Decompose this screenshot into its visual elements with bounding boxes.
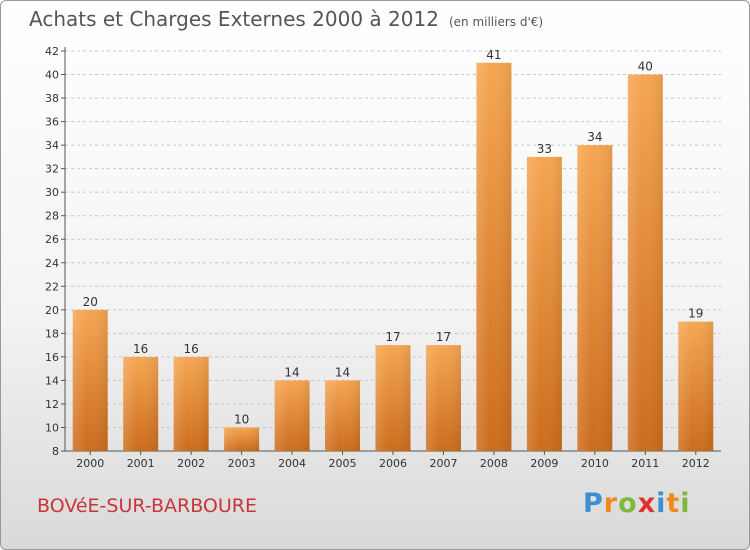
data-label: 14 — [335, 365, 350, 379]
commune-name: BOVéE-SUR-BARBOURE — [37, 495, 257, 517]
y-tick-label: 14 — [45, 374, 59, 387]
x-tick-label: 2012 — [682, 457, 710, 470]
chart-title: Achats et Charges Externes 2000 à 2012 (e… — [29, 7, 543, 31]
bar-2001[interactable] — [123, 356, 159, 451]
x-tick-label: 2005 — [329, 457, 357, 470]
y-tick-label: 10 — [45, 421, 59, 434]
y-tick-label: 32 — [45, 163, 59, 176]
x-tick-label: 2009 — [530, 457, 558, 470]
logo-letter: o — [618, 488, 638, 519]
bar-2009[interactable] — [526, 156, 562, 451]
y-tick-label: 30 — [45, 186, 59, 199]
y-tick-label: 40 — [45, 69, 59, 82]
bar-2006[interactable] — [375, 345, 411, 451]
data-label: 16 — [184, 342, 199, 356]
logo-letter: P — [583, 488, 604, 519]
y-tick-label: 24 — [45, 257, 59, 270]
logo-letter: r — [603, 488, 619, 519]
bar-2011[interactable] — [627, 74, 663, 451]
x-tick-label: 2011 — [631, 457, 659, 470]
y-tick-label: 34 — [45, 139, 59, 152]
x-tick-label: 2000 — [76, 457, 104, 470]
x-tick-label: 2010 — [581, 457, 609, 470]
x-tick-label: 2004 — [278, 457, 306, 470]
data-label: 10 — [234, 412, 249, 426]
x-tick-label: 2007 — [429, 457, 457, 470]
y-tick-label: 16 — [45, 351, 59, 364]
y-tick-label: 36 — [45, 116, 59, 129]
bar-2000[interactable] — [72, 309, 108, 451]
data-label: 17 — [385, 330, 400, 344]
y-tick-label: 38 — [45, 92, 59, 105]
y-tick-label: 42 — [45, 45, 59, 58]
logo-letter: i — [656, 488, 667, 519]
x-tick-label: 2002 — [177, 457, 205, 470]
bar-2008[interactable] — [476, 62, 512, 451]
bar-2002[interactable] — [173, 356, 209, 451]
bar-2007[interactable] — [425, 345, 461, 451]
data-label: 41 — [486, 48, 501, 62]
x-tick-label: 2006 — [379, 457, 407, 470]
data-label: 14 — [284, 365, 299, 379]
logo-letter: t — [666, 488, 681, 519]
data-label: 20 — [83, 295, 98, 309]
y-tick-label: 22 — [45, 280, 59, 293]
data-label: 34 — [587, 130, 602, 144]
data-label: 16 — [133, 342, 148, 356]
x-tick-label: 2003 — [228, 457, 256, 470]
bar-2012[interactable] — [678, 321, 714, 451]
data-label: 40 — [638, 60, 653, 74]
logo-letter: x — [637, 488, 657, 519]
y-tick-label: 8 — [52, 445, 59, 458]
data-labels: 20 16 16 10 14 14 17 17 41 33 34 40 19 — [83, 48, 704, 427]
bar-2003[interactable] — [224, 427, 260, 451]
data-label: 19 — [688, 307, 703, 321]
x-tick-label: 2001 — [127, 457, 155, 470]
y-tick-label: 26 — [45, 233, 59, 246]
data-label: 17 — [436, 330, 451, 344]
bar-2010[interactable] — [577, 145, 613, 451]
bar-2005[interactable] — [325, 380, 361, 451]
y-tick-label: 12 — [45, 398, 59, 411]
y-tick-label: 18 — [45, 327, 59, 340]
bar-2004[interactable] — [274, 380, 310, 451]
proxiti-logo[interactable]: Proxiti — [583, 488, 691, 519]
y-tick-label: 20 — [45, 304, 59, 317]
x-tick-label: 2008 — [480, 457, 508, 470]
y-tick-label: 28 — [45, 210, 59, 223]
logo-letter: i — [680, 488, 691, 519]
bars — [72, 62, 714, 451]
data-label: 33 — [537, 142, 552, 156]
unit-subtitle: (en milliers d'€) — [448, 15, 544, 29]
title-text: Achats et Charges Externes 2000 à 2012 — [29, 7, 439, 31]
